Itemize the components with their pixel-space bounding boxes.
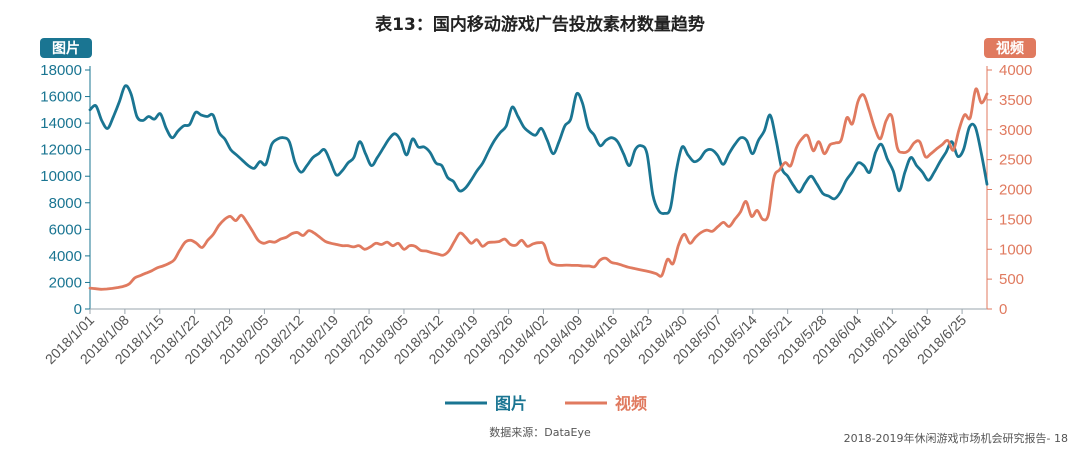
legend-item-image: 图片 xyxy=(445,394,527,413)
right-tick-label: 3000 xyxy=(999,122,1032,139)
right-y-axis: 0 500 1000 1500 2000 2500 3000 3500 4000 视频 xyxy=(984,38,1036,318)
legend-label: 图片 xyxy=(495,394,527,413)
left-tick-label: 12000 xyxy=(40,142,82,159)
data-source: 数据来源：DataEye xyxy=(489,426,591,439)
left-tick-label: 2000 xyxy=(49,274,82,291)
right-tick-label: 1000 xyxy=(999,241,1032,258)
right-tick-label: 4000 xyxy=(999,62,1032,79)
right-tick-label: 0 xyxy=(999,301,1007,318)
left-tick-label: 10000 xyxy=(40,168,82,185)
right-axis-title: 视频 xyxy=(996,40,1024,57)
left-tick-label: 14000 xyxy=(40,115,82,132)
left-tick-label: 4000 xyxy=(49,248,82,265)
chart-title: 表13：国内移动游戏广告投放素材数量趋势 xyxy=(375,15,705,35)
series-lines xyxy=(88,84,989,291)
video-series-line xyxy=(88,87,989,291)
x-axis: 2018/1/012018/1/082018/1/152018/1/222018… xyxy=(42,308,987,367)
left-tick-label: 18000 xyxy=(40,62,82,79)
right-tick-label: 1500 xyxy=(999,211,1032,228)
left-axis-title-badge xyxy=(40,38,92,58)
right-axis-title-badge xyxy=(984,38,1036,58)
left-tick-label: 6000 xyxy=(49,221,82,238)
image-series-line xyxy=(88,84,989,215)
left-tick-label: 16000 xyxy=(40,89,82,106)
legend-label: 视频 xyxy=(615,394,647,413)
right-tick-label: 500 xyxy=(999,271,1024,288)
right-tick-label: 3500 xyxy=(999,92,1032,109)
left-y-axis: 0 2000 4000 6000 8000 10000 12000 14000 16000 180… xyxy=(40,38,92,318)
legend: 图片 视频 xyxy=(445,394,647,413)
left-tick-label: 8000 xyxy=(49,195,82,212)
left-tick-label: 0 xyxy=(74,301,82,318)
report-footer: 2018-2019年休闲游戏市场机会研究报告- 18 xyxy=(843,432,1068,445)
right-tick-label: 2500 xyxy=(999,152,1032,169)
right-tick-label: 2000 xyxy=(999,182,1032,199)
left-axis-title: 图片 xyxy=(52,40,80,57)
legend-item-video: 视频 xyxy=(565,394,647,413)
